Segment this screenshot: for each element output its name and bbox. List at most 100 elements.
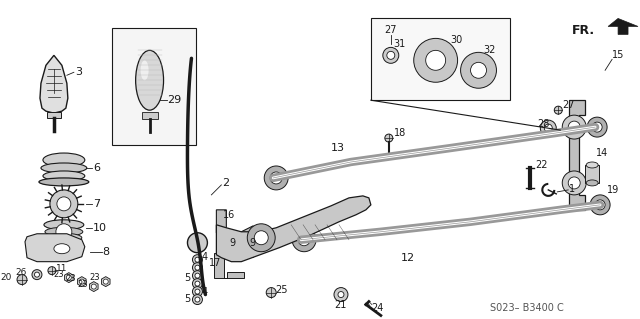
Circle shape [563, 171, 586, 195]
Polygon shape [77, 277, 86, 286]
Circle shape [544, 124, 552, 132]
Text: 9: 9 [229, 238, 236, 248]
Text: 23: 23 [53, 270, 63, 279]
Circle shape [17, 275, 27, 285]
Text: 24: 24 [371, 302, 383, 313]
Ellipse shape [586, 162, 598, 168]
Text: 23: 23 [66, 274, 77, 283]
Circle shape [264, 166, 288, 190]
Bar [243, 247, 253, 257]
Text: 31: 31 [394, 39, 406, 49]
Text: 27: 27 [563, 100, 575, 110]
Circle shape [387, 51, 395, 59]
Text: 18: 18 [394, 128, 406, 138]
Text: 7: 7 [93, 199, 100, 209]
Bar [228, 247, 238, 257]
Bar [585, 165, 599, 183]
Bar [371, 19, 511, 100]
Text: 17: 17 [209, 258, 222, 268]
Text: 5: 5 [184, 293, 191, 304]
Text: 26: 26 [15, 268, 27, 277]
Text: 19: 19 [607, 185, 620, 195]
Ellipse shape [46, 233, 82, 242]
Circle shape [195, 297, 200, 302]
Circle shape [413, 38, 458, 82]
Text: 8: 8 [103, 247, 110, 257]
Polygon shape [569, 100, 585, 210]
Circle shape [568, 121, 580, 133]
Circle shape [193, 286, 202, 297]
Circle shape [540, 120, 556, 136]
Text: 25: 25 [275, 285, 288, 294]
Text: 12: 12 [401, 253, 415, 263]
Circle shape [195, 257, 200, 262]
Text: 21: 21 [334, 300, 346, 309]
Polygon shape [216, 210, 241, 240]
Text: 29: 29 [168, 95, 182, 105]
Circle shape [193, 278, 202, 289]
Text: 23: 23 [90, 273, 100, 282]
Circle shape [461, 52, 497, 88]
Circle shape [298, 234, 310, 246]
Text: 27: 27 [384, 26, 396, 35]
Polygon shape [90, 282, 98, 292]
Circle shape [79, 279, 84, 284]
Circle shape [590, 195, 610, 215]
Text: 2: 2 [222, 178, 230, 188]
Ellipse shape [43, 153, 85, 167]
Text: 9: 9 [249, 238, 255, 248]
Polygon shape [40, 55, 68, 113]
Circle shape [32, 270, 42, 280]
Circle shape [338, 292, 344, 298]
Circle shape [193, 271, 202, 281]
Polygon shape [214, 253, 244, 278]
Text: 14: 14 [596, 148, 609, 158]
Ellipse shape [43, 171, 85, 181]
Circle shape [592, 122, 602, 132]
Ellipse shape [45, 227, 83, 236]
Text: 4: 4 [202, 286, 207, 297]
Text: 4: 4 [202, 252, 207, 262]
Ellipse shape [54, 244, 70, 254]
Text: 15: 15 [612, 50, 625, 60]
Text: 22: 22 [535, 160, 548, 170]
Polygon shape [216, 196, 371, 262]
Bar [47, 112, 61, 118]
Circle shape [587, 117, 607, 137]
Polygon shape [101, 277, 110, 286]
Polygon shape [65, 273, 73, 283]
Text: 1: 1 [569, 184, 575, 194]
Circle shape [195, 273, 200, 278]
Circle shape [385, 134, 393, 142]
Bar [112, 28, 196, 145]
Circle shape [193, 255, 202, 265]
Circle shape [193, 263, 202, 273]
Circle shape [67, 275, 71, 280]
Circle shape [266, 288, 276, 298]
Circle shape [50, 190, 78, 218]
Text: S023– B3400 C: S023– B3400 C [490, 302, 564, 313]
Text: 6: 6 [93, 163, 100, 173]
Text: 32: 32 [483, 45, 496, 56]
Bar [141, 112, 157, 119]
Text: 10: 10 [93, 223, 107, 233]
Text: 23: 23 [78, 280, 88, 289]
Ellipse shape [136, 50, 164, 110]
Circle shape [595, 200, 605, 210]
Circle shape [56, 224, 72, 240]
Text: 11: 11 [56, 264, 67, 273]
Text: 13: 13 [331, 143, 345, 153]
Text: 3: 3 [75, 67, 82, 77]
Circle shape [195, 281, 200, 286]
Text: 28: 28 [538, 119, 550, 129]
Circle shape [35, 272, 40, 277]
Circle shape [195, 289, 200, 294]
Polygon shape [239, 226, 253, 240]
Polygon shape [608, 19, 638, 34]
Circle shape [193, 294, 202, 305]
Circle shape [57, 197, 71, 211]
Circle shape [470, 62, 486, 78]
Text: FR.: FR. [572, 24, 595, 37]
Circle shape [254, 231, 268, 245]
Circle shape [188, 233, 207, 253]
